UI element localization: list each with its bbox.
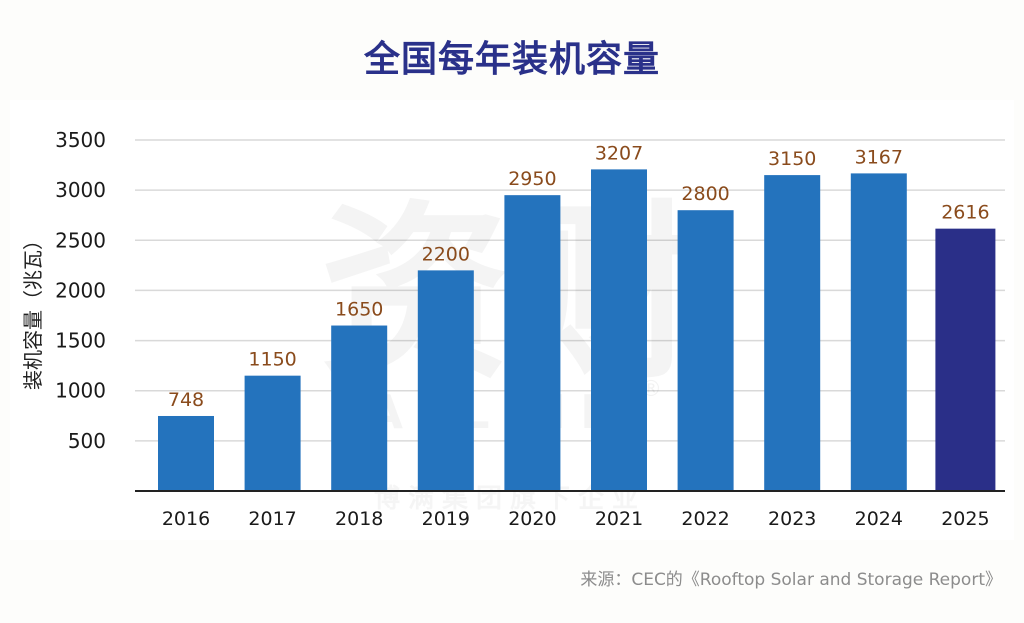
- x-tick-label: 2020: [508, 508, 556, 530]
- bar-2020: [504, 195, 561, 491]
- bar-2019: [417, 270, 474, 491]
- x-tick-labels: 2016 2017 2018 2019 2020 2021 2022 2023 2024 2025: [162, 508, 990, 530]
- y-axis-label: 装机容量（兆瓦）: [21, 230, 45, 390]
- data-label-2020: 2950: [508, 168, 556, 190]
- y-tick-label: 500: [68, 429, 106, 453]
- x-tick-label: 2017: [248, 508, 296, 530]
- x-tick-label: 2022: [681, 508, 729, 530]
- bar-2024: [850, 173, 907, 491]
- data-label-2017: 1150: [248, 349, 296, 371]
- data-labels: 748 1150 1650 2200 2950 3207 2800 3150 3167 2616: [168, 142, 990, 411]
- data-label-2021: 3207: [595, 142, 643, 164]
- data-label-2016: 748: [168, 389, 204, 411]
- bar-2017: [244, 375, 301, 491]
- x-tick-label: 2016: [162, 508, 210, 530]
- y-tick-label: 3500: [55, 128, 106, 152]
- data-label-2023: 3150: [768, 148, 816, 170]
- y-tick-label: 3000: [55, 178, 106, 202]
- bar-2025: [935, 228, 996, 491]
- x-tick-label: 2024: [855, 508, 903, 530]
- y-tick-label: 1000: [55, 379, 106, 403]
- data-label-2025: 2616: [941, 202, 989, 224]
- y-tick-label: 1500: [55, 329, 106, 353]
- y-tick-labels: 500 1000 1500 2000 2500 3000 3500: [55, 128, 106, 453]
- watermark-brand: ALLFIN: [367, 385, 632, 439]
- bar-2023: [764, 175, 821, 491]
- data-label-2022: 2800: [681, 183, 729, 205]
- data-label-2024: 3167: [855, 146, 903, 168]
- data-label-2018: 1650: [335, 299, 383, 321]
- bar-2016: [158, 415, 214, 491]
- x-tick-label: 2025: [941, 508, 989, 530]
- bars: [158, 169, 996, 491]
- x-tick-label: 2021: [595, 508, 643, 530]
- x-tick-label: 2023: [768, 508, 816, 530]
- x-tick-label: 2019: [422, 508, 470, 530]
- bar-2018: [331, 325, 388, 491]
- x-tick-label: 2018: [335, 508, 383, 530]
- data-label-2019: 2200: [422, 243, 470, 265]
- bar-2022: [677, 210, 734, 491]
- y-tick-label: 2500: [55, 228, 106, 252]
- source-note: 来源：CEC的《Rooftop Solar and Storage Report…: [580, 570, 1002, 590]
- y-tick-label: 2000: [55, 278, 106, 302]
- bar-2021: [591, 169, 647, 491]
- chart-title: 全国每年装机容量: [363, 39, 660, 80]
